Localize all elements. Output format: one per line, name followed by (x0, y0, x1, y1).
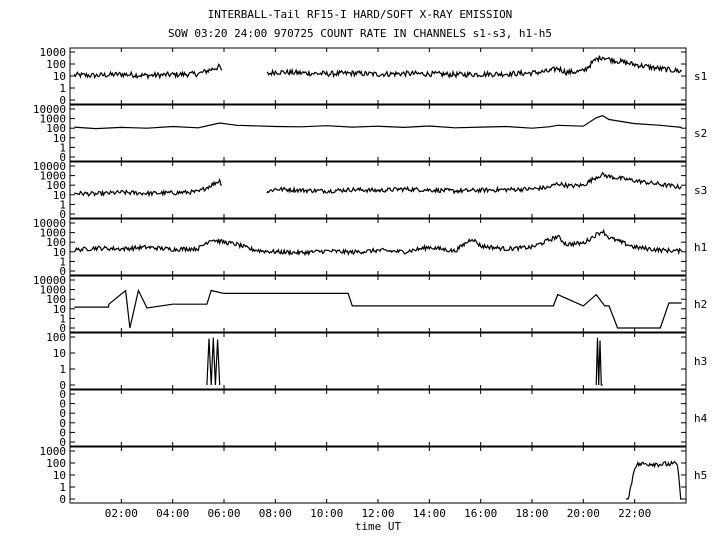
y-tick-label: 0 (59, 493, 66, 506)
y-tick-label: 1000 (40, 445, 67, 458)
y-tick-label: 1 (59, 198, 66, 211)
x-tick-label: 04:00 (156, 507, 189, 520)
series-line-h1 (73, 228, 683, 257)
panel-frame (69, 446, 687, 504)
chart-subtitle: SOW 03:20 24:00 970725 COUNT RATE IN CHA… (167, 27, 553, 40)
x-tick-label: 16:00 (464, 507, 497, 520)
panel-channel-label: s1 (694, 70, 707, 83)
series-line-h3 (206, 337, 221, 386)
x-tick-label: 08:00 (259, 507, 292, 520)
y-tick-label: 1000 (40, 227, 67, 240)
y-tick-label: 1 (59, 82, 66, 95)
chart-title: INTERBALL-Tail RF15-I HARD/SOFT X-RAY EM… (207, 8, 513, 21)
y-tick-label: 0 (59, 151, 66, 164)
panel-channel-label: s2 (694, 127, 707, 140)
series-line-h2 (74, 288, 682, 329)
panel-frame (69, 389, 687, 447)
y-tick-label: 0 (59, 407, 66, 420)
y-tick-label: 1000 (40, 170, 67, 183)
y-tick-label: 10 (53, 246, 66, 259)
y-tick-label: 0 (59, 436, 66, 449)
series-line-s3 (266, 171, 682, 195)
y-tick-label: 1 (59, 255, 66, 268)
panel-channel-label: h1 (694, 241, 707, 254)
series-line-h5 (626, 460, 682, 500)
y-tick-label: 0 (59, 379, 66, 392)
panel-channel-label: h5 (694, 469, 707, 482)
y-tick-label: 0 (59, 322, 66, 335)
y-tick-label: 0 (59, 94, 66, 107)
series-line-s1 (266, 55, 683, 79)
panel-channel-label: h3 (694, 355, 707, 368)
y-tick-label: 10000 (33, 217, 66, 230)
y-tick-label: 10 (53, 347, 66, 360)
series-line-s3 (73, 177, 223, 198)
x-tick-label: 10:00 (310, 507, 343, 520)
panel-channel-label: h2 (694, 298, 707, 311)
y-tick-label: 1 (59, 481, 66, 494)
y-tick-label: 100 (46, 236, 66, 249)
y-tick-label: 100 (46, 122, 66, 135)
y-tick-label: 100 (46, 457, 66, 470)
panel-frame (69, 332, 687, 390)
y-tick-label: 1000 (40, 46, 67, 59)
panel-channel-label: h4 (694, 412, 708, 425)
series-line-s1 (73, 63, 223, 81)
y-tick-label: 10000 (33, 103, 66, 116)
x-tick-label: 06:00 (207, 507, 240, 520)
x-tick-label: 20:00 (567, 507, 600, 520)
x-tick-label: 14:00 (413, 507, 446, 520)
y-tick-label: 1000 (40, 284, 67, 297)
y-tick-label: 10 (53, 132, 66, 145)
series-line-s2 (74, 115, 682, 130)
y-tick-label: 1 (59, 363, 66, 376)
y-tick-label: 0 (59, 398, 66, 411)
x-axis-label: time UT (355, 520, 402, 533)
panel-channel-label: s3 (694, 184, 707, 197)
y-tick-label: 0 (59, 426, 66, 439)
y-tick-label: 1 (59, 312, 66, 325)
y-tick-label: 0 (59, 417, 66, 430)
x-tick-label: 22:00 (618, 507, 651, 520)
y-tick-label: 0 (59, 388, 66, 401)
y-tick-label: 10 (53, 189, 66, 202)
y-tick-label: 10000 (33, 274, 66, 287)
panel-frame (69, 275, 687, 333)
y-tick-label: 10 (53, 70, 66, 83)
x-tick-label: 18:00 (515, 507, 548, 520)
y-tick-label: 10 (53, 469, 66, 482)
y-tick-label: 10 (53, 303, 66, 316)
y-tick-label: 100 (46, 58, 66, 71)
y-tick-label: 100 (46, 293, 66, 306)
x-tick-label: 12:00 (361, 507, 394, 520)
series-line-h3 (595, 337, 603, 386)
y-tick-label: 0 (59, 265, 66, 278)
panel-frame (69, 161, 687, 219)
y-tick-label: 1000 (40, 113, 67, 126)
y-tick-label: 1 (59, 141, 66, 154)
y-tick-label: 100 (46, 179, 66, 192)
x-tick-label: 02:00 (105, 507, 138, 520)
y-tick-label: 0 (59, 208, 66, 221)
y-tick-label: 10000 (33, 160, 66, 173)
y-tick-label: 100 (46, 331, 66, 344)
panel-frame (69, 104, 687, 162)
